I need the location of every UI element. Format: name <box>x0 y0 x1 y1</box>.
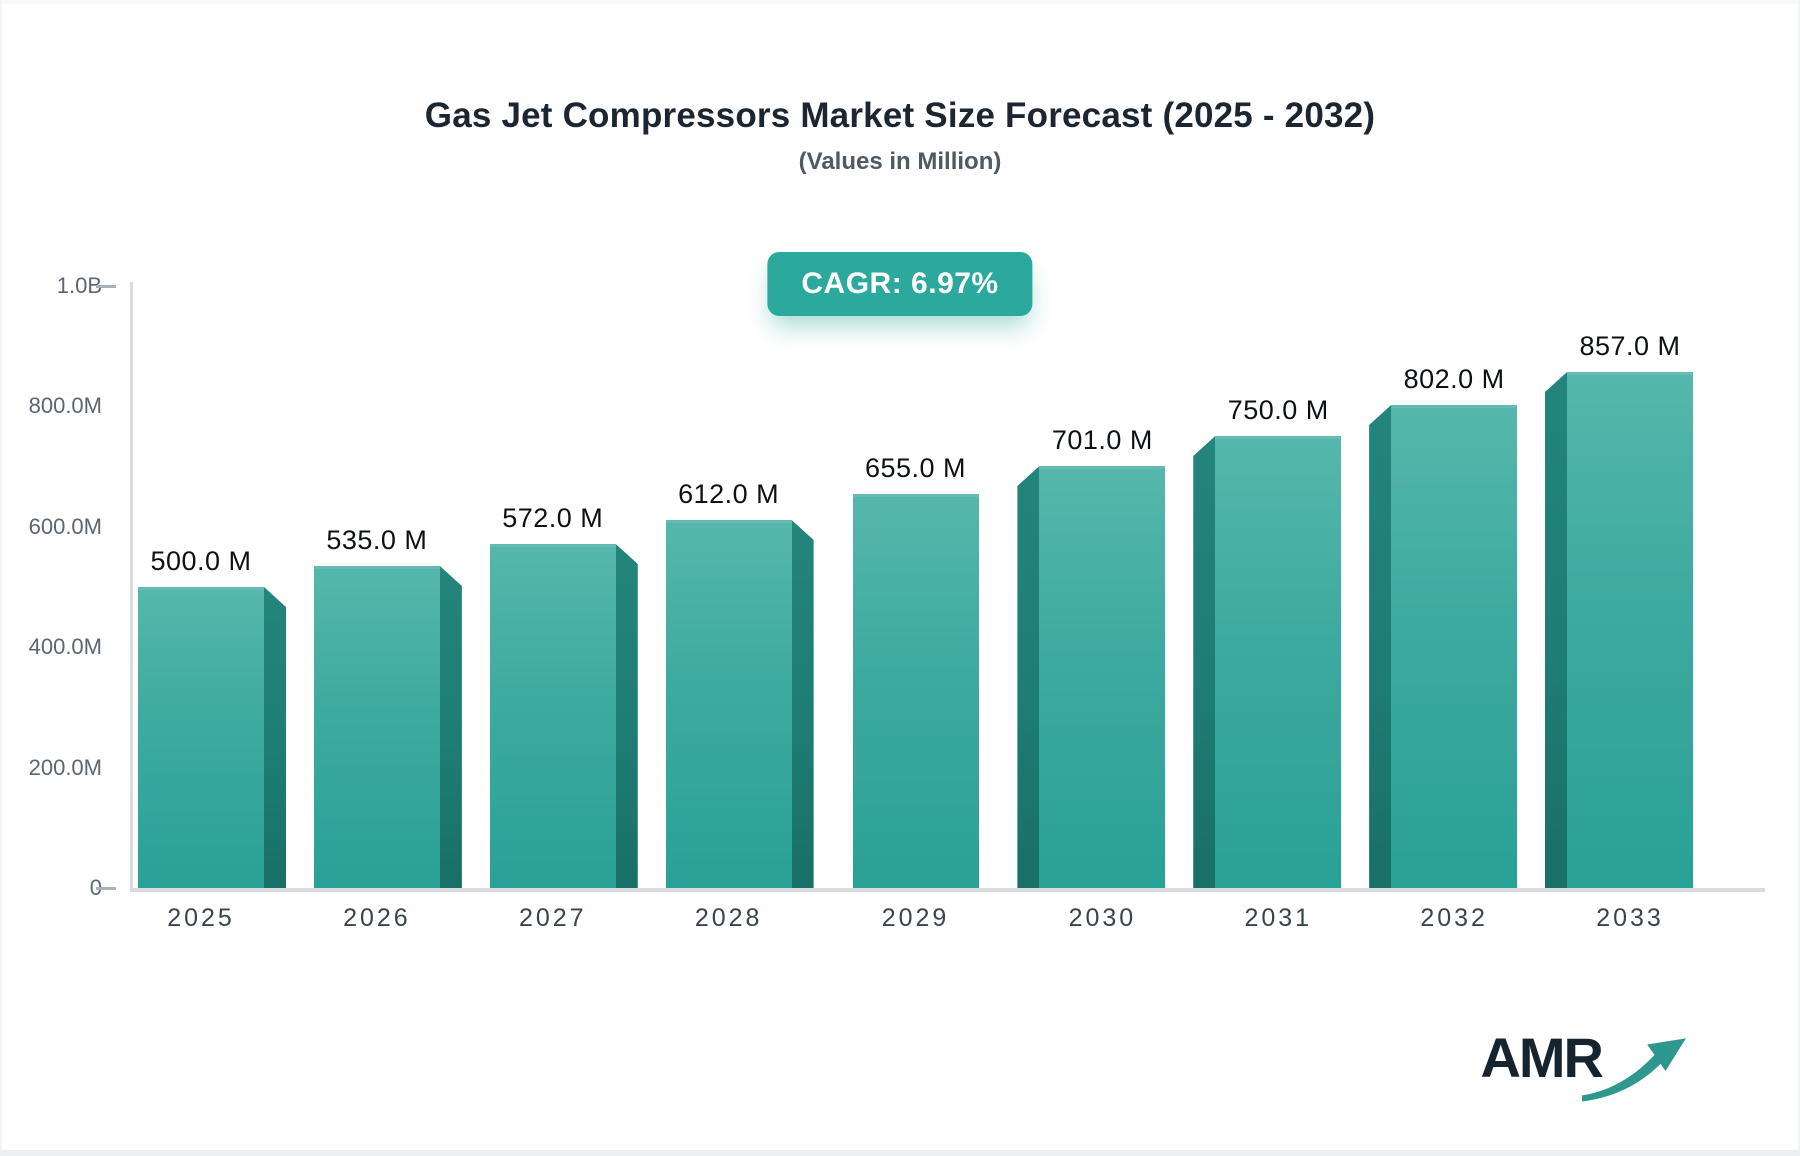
x-axis-label-2025: 2025 <box>167 904 235 932</box>
bar-value-label-2030: 701.0 M <box>1051 425 1153 455</box>
x-label-slot-2032: 2032 <box>1369 904 1517 938</box>
page-edge-right <box>1798 0 1800 1156</box>
chart-subtitle: (Values in Million) <box>798 148 1002 175</box>
y-tick-label-1.0B: 1.0B <box>56 273 102 298</box>
bar-value-label-2032: 802.0 M <box>1403 364 1505 394</box>
x-label-slot-2029: 2029 <box>842 904 990 938</box>
bar-side-face-2028 <box>791 520 814 888</box>
bar-side-face-2027 <box>615 544 638 888</box>
bar-side-face-2032 <box>1369 405 1392 888</box>
bars-area: 500.0 M 535.0 M 572.0 M 612.0 M 655.0 M 701.0… <box>138 286 1693 888</box>
bar-2030[interactable] <box>1039 466 1166 888</box>
bar-slot-2031: 750.0 M <box>1193 286 1342 888</box>
bar-2026[interactable] <box>313 566 440 888</box>
page-edge-top <box>0 0 1800 4</box>
bar-slot-2025: 500.0 M <box>138 286 286 888</box>
bar-slot-2027: 572.0 M <box>489 286 638 888</box>
page-edge-left <box>0 0 2 1156</box>
bar-value-label-2033: 857.0 M <box>1579 331 1681 361</box>
x-axis-label-2032: 2032 <box>1420 904 1488 932</box>
x-axis-label-2033: 2033 <box>1596 904 1664 932</box>
y-tick-label-400.0M: 400.0M <box>28 634 102 659</box>
x-label-slot-2030: 2030 <box>1017 904 1165 938</box>
amr-logo: AMR <box>1480 1028 1692 1108</box>
bar-2027[interactable] <box>489 544 616 888</box>
bar-side-face-2025 <box>264 587 286 888</box>
chart-title: Gas Jet Compressors Market Size Forecast… <box>424 96 1376 135</box>
amr-logo-text: AMR <box>1480 1026 1604 1089</box>
x-label-slot-2025: 2025 <box>138 904 286 938</box>
bar-value-label-2028: 612.0 M <box>678 479 780 509</box>
bar-value-label-2026: 535.0 M <box>326 525 428 555</box>
y-tick-dash <box>96 887 116 890</box>
bar-slot-2028: 612.0 M <box>665 286 814 888</box>
y-tick-label-600.0M: 600.0M <box>28 514 102 539</box>
x-label-slot-2027: 2027 <box>490 904 638 938</box>
x-axis-label-2031: 2031 <box>1244 904 1313 932</box>
x-axis-line <box>130 888 1765 892</box>
x-axis-label-2026: 2026 <box>343 904 411 932</box>
y-tick-dash <box>96 285 116 288</box>
bar-2031[interactable] <box>1215 436 1342 888</box>
x-label-slot-2026: 2026 <box>314 904 462 938</box>
bar-2032[interactable] <box>1391 405 1518 888</box>
bar-2028[interactable] <box>665 520 792 888</box>
cagr-badge: CAGR: 6.97% <box>767 252 1033 316</box>
x-axis-label-2028: 2028 <box>694 904 763 932</box>
bar-side-face-2026 <box>439 566 462 888</box>
page-edge-bottom <box>0 1150 1800 1156</box>
bar-side-face-2031 <box>1193 436 1216 888</box>
x-label-slot-2028: 2028 <box>666 904 814 938</box>
bar-slot-2026: 535.0 M <box>313 286 462 888</box>
bar-value-label-2031: 750.0 M <box>1227 395 1329 425</box>
x-axis-labels: 2025 2026 2027 2028 2029 2030 2031 2032 2033 <box>138 904 1693 938</box>
bar-slot-2032: 802.0 M <box>1369 286 1518 888</box>
bar-side-face-2030 <box>1017 466 1040 888</box>
x-label-slot-2033: 2033 <box>1545 904 1693 938</box>
bar-2029[interactable] <box>852 494 979 888</box>
x-axis-label-2030: 2030 <box>1068 904 1137 932</box>
bar-slot-2030: 701.0 M <box>1017 286 1166 888</box>
bar-slot-2033: 857.0 M <box>1545 286 1693 888</box>
y-tick-label-0: 0 <box>0 875 102 901</box>
x-label-slot-2031: 2031 <box>1193 904 1341 938</box>
y-tick-label-800.0M: 800.0M <box>28 393 102 418</box>
bar-value-label-2029: 655.0 M <box>864 453 967 483</box>
x-axis-label-2027: 2027 <box>518 904 587 932</box>
bar-side-face-2033 <box>1545 372 1567 888</box>
bar-2025[interactable] <box>138 587 264 888</box>
bar-value-label-2025: 500.0 M <box>150 546 252 576</box>
growth-arrow-icon <box>1582 1038 1686 1102</box>
y-axis-line <box>130 282 133 888</box>
bar-slot-2029: 655.0 M <box>842 286 990 888</box>
x-axis-label-2029: 2029 <box>881 904 950 932</box>
y-tick-label-200.0M: 200.0M <box>28 755 102 780</box>
bar-2033[interactable] <box>1567 372 1693 888</box>
bar-value-label-2027: 572.0 M <box>502 503 604 533</box>
